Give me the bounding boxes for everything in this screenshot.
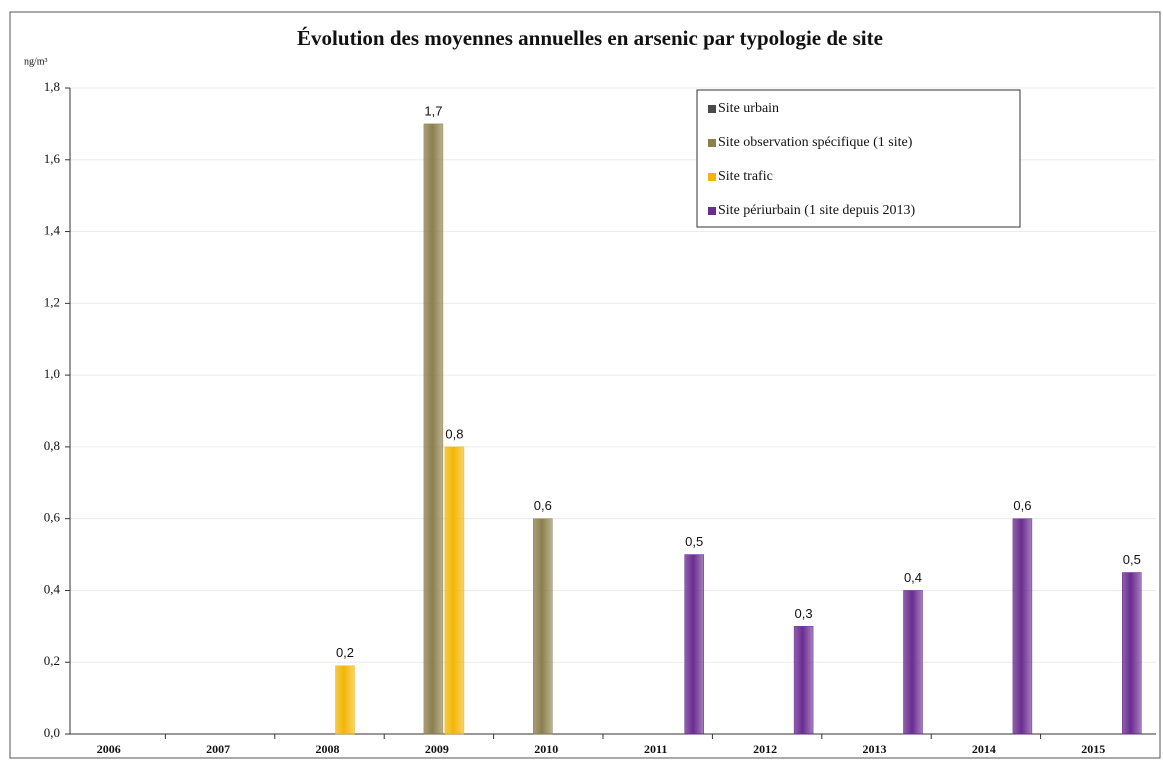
x-tick-label: 2010 [534, 742, 558, 756]
y-tick-label: 1,4 [44, 223, 61, 238]
legend-swatch [708, 139, 716, 147]
legend-label: Site urbain [718, 101, 779, 116]
bar [903, 590, 923, 735]
data-label: 0,4 [904, 570, 922, 585]
x-tick-label: 2009 [425, 742, 449, 756]
y-tick-label: 1,0 [44, 366, 60, 381]
y-tick-label: 0,8 [44, 438, 60, 453]
legend-label: Site observation spécifique (1 site) [718, 135, 913, 150]
x-tick-label: 2011 [644, 742, 667, 756]
x-tick-label: 2006 [97, 742, 121, 756]
bar [335, 665, 355, 735]
data-label: 0,3 [795, 606, 813, 621]
y-unit: ng/m³ [24, 56, 48, 67]
legend-label: Site périurbain (1 site depuis 2013) [718, 203, 915, 218]
y-tick-label: 0,4 [44, 581, 61, 596]
x-tick-label: 2013 [863, 742, 887, 756]
data-label: 0,5 [685, 534, 703, 549]
data-label: 0,6 [1013, 498, 1031, 513]
legend-swatch [708, 105, 716, 113]
bar [793, 626, 814, 735]
y-tick-label: 0,0 [44, 725, 60, 740]
x-tick-label: 2015 [1081, 742, 1105, 756]
bar [1122, 572, 1142, 735]
data-label: 0,5 [1123, 552, 1141, 567]
data-label: 0,6 [534, 498, 552, 513]
chart-title: Évolution des moyennes annuelles en arse… [297, 26, 883, 50]
data-label: 0,2 [336, 645, 354, 660]
x-tick-label: 2008 [316, 742, 340, 756]
legend-swatch [708, 173, 716, 181]
x-tick-label: 2012 [753, 742, 777, 756]
y-tick-label: 0,2 [44, 653, 60, 668]
bar [684, 554, 704, 735]
y-tick-label: 1,8 [44, 79, 60, 94]
x-tick-label: 2007 [206, 742, 230, 756]
data-label: 1,7 [424, 103, 442, 118]
y-tick-label: 0,6 [44, 510, 61, 525]
y-tick-label: 1,2 [44, 294, 60, 309]
bar [1012, 518, 1033, 735]
bar [533, 518, 553, 735]
legend-box [696, 89, 1021, 228]
x-tick-label: 2014 [972, 742, 996, 756]
bar [444, 446, 465, 735]
bar [423, 123, 444, 735]
legend-swatch [708, 207, 716, 215]
data-label: 0,8 [445, 426, 463, 441]
legend-label: Site trafic [718, 169, 773, 184]
y-tick-label: 1,6 [44, 151, 61, 166]
